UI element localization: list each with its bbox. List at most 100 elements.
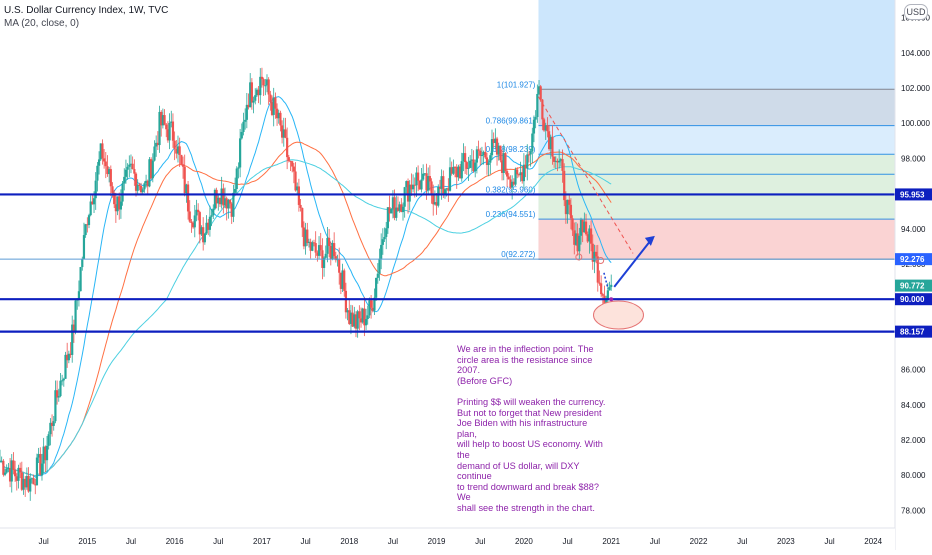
candle-body — [338, 258, 341, 273]
currency-badge[interactable]: USD — [904, 4, 928, 20]
candle-body — [230, 203, 233, 217]
candle-body — [299, 204, 302, 209]
candle — [432, 184, 435, 216]
candle-body — [222, 188, 225, 206]
candle — [279, 110, 282, 132]
candle-body — [499, 145, 502, 161]
candle-body — [168, 122, 171, 141]
candle — [220, 176, 223, 209]
candle-body — [17, 467, 20, 481]
candle-body — [208, 216, 211, 230]
candle — [269, 90, 272, 111]
candle — [532, 115, 536, 143]
candle-body — [368, 300, 371, 316]
candle-body — [81, 258, 84, 268]
candle — [299, 198, 302, 212]
candle — [228, 199, 232, 209]
candle-body — [504, 153, 507, 172]
candle — [467, 156, 470, 181]
candle-body — [193, 215, 196, 228]
time-tick-label: 2024 — [864, 537, 882, 546]
candle — [380, 233, 383, 270]
candle-body — [223, 198, 227, 206]
candle — [150, 157, 153, 180]
candle-body — [569, 204, 573, 219]
candle — [134, 172, 138, 197]
candle — [156, 131, 159, 151]
candle — [373, 288, 376, 315]
candle-body — [188, 211, 191, 222]
price-tick-label: 98.000 — [901, 154, 926, 163]
candle-body — [64, 354, 67, 379]
time-tick-label: Jul — [126, 537, 136, 546]
candle — [405, 180, 408, 196]
candle — [566, 199, 569, 224]
candle — [272, 87, 275, 127]
resistance-circle — [592, 300, 644, 330]
candle — [398, 201, 401, 213]
candle — [522, 153, 526, 189]
candle-body — [578, 235, 581, 252]
candle-body — [277, 112, 280, 119]
candle-body — [148, 159, 151, 187]
candle — [141, 187, 144, 194]
candle-body — [249, 82, 252, 108]
candle — [185, 183, 188, 203]
candle — [475, 146, 478, 174]
candle-body — [375, 277, 378, 298]
candle-body — [554, 160, 557, 162]
candle-body — [133, 169, 136, 174]
candle — [54, 380, 57, 424]
candle — [212, 204, 215, 220]
candle — [539, 84, 542, 102]
candle-body — [37, 454, 40, 458]
candle-body — [307, 241, 311, 243]
candle — [455, 164, 458, 189]
candle-body — [128, 164, 131, 167]
candle — [343, 268, 346, 297]
candle — [581, 219, 584, 243]
candle-body — [549, 136, 552, 150]
candle-body — [67, 353, 70, 361]
candle-body — [495, 138, 499, 155]
candle-body — [183, 166, 186, 194]
candle — [348, 298, 351, 326]
candle — [237, 162, 240, 179]
candle — [338, 247, 341, 285]
candle — [487, 159, 490, 177]
candle — [25, 467, 28, 490]
candle-body — [274, 97, 277, 109]
candle-body — [579, 219, 583, 236]
candle-body — [62, 378, 65, 381]
candle — [192, 221, 195, 229]
candle-body — [361, 308, 364, 323]
candle — [437, 184, 440, 208]
candle — [482, 150, 485, 165]
candle-body — [531, 133, 534, 152]
candle-body — [77, 291, 81, 299]
candle — [390, 207, 393, 214]
candle-body — [381, 239, 384, 245]
candle-body — [155, 142, 158, 147]
candle — [193, 205, 196, 238]
candle-body — [166, 129, 170, 141]
candle — [195, 199, 198, 222]
candle — [307, 238, 311, 248]
level-badge-bg — [895, 188, 932, 201]
candle-body — [366, 315, 369, 320]
symbol-title: U.S. Dollar Currency Index, 1W, TVC — [4, 5, 169, 16]
candle — [86, 217, 89, 233]
candle-body — [87, 215, 91, 225]
candle — [574, 222, 578, 246]
candle-body — [134, 173, 138, 191]
candle — [422, 164, 425, 181]
candle-body — [304, 229, 307, 247]
candle — [376, 263, 379, 284]
candle-body — [353, 314, 356, 327]
price-axis-bg — [895, 0, 932, 550]
candle — [260, 67, 264, 88]
candle-body — [210, 215, 213, 217]
candle-body — [351, 312, 354, 327]
